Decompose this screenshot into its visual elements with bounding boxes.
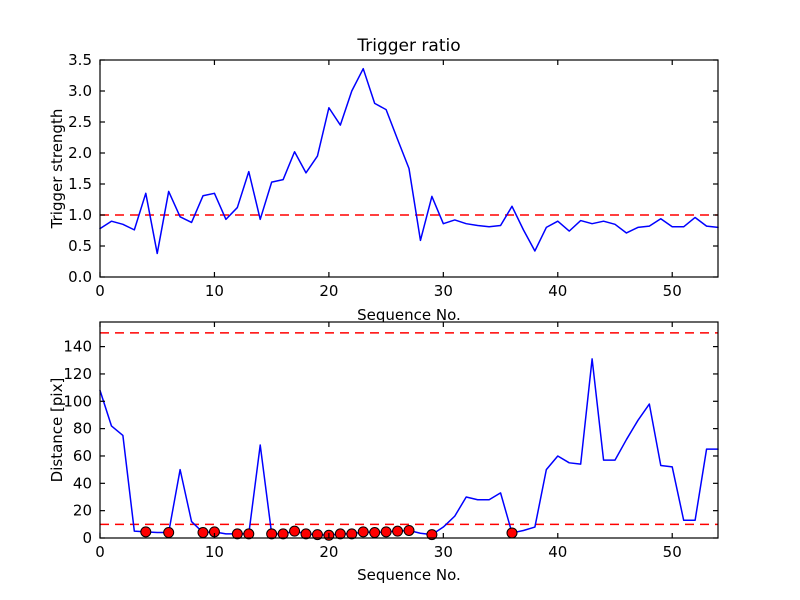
bottom-xlabel: Sequence No. bbox=[357, 566, 461, 584]
x-tick-label: 10 bbox=[205, 282, 224, 300]
axes-spines bbox=[99, 321, 719, 539]
trigger-marker bbox=[506, 527, 518, 539]
y-tick-label: 2.5 bbox=[68, 113, 92, 131]
x-tick-label: 0 bbox=[95, 543, 105, 561]
x-tick-label: 40 bbox=[548, 543, 567, 561]
trigger-marker bbox=[289, 525, 301, 537]
x-tick-label: 20 bbox=[319, 282, 338, 300]
x-tick-label: 40 bbox=[548, 282, 567, 300]
x-tick-label: 20 bbox=[319, 543, 338, 561]
trigger-marker bbox=[163, 527, 175, 539]
trigger-marker bbox=[403, 524, 415, 536]
trigger-marker bbox=[277, 528, 289, 540]
y-tick-label: 120 bbox=[63, 365, 92, 383]
trigger-marker bbox=[266, 528, 278, 540]
axes-spines bbox=[99, 59, 719, 278]
axes-bottom-plot: 0 10 20 30 40 50 0 20 40 60 80 100 120 140 bbox=[63, 321, 719, 561]
y-tick-label: 0.0 bbox=[68, 268, 92, 286]
y-tick-label: 3.0 bbox=[68, 82, 92, 100]
y-tick-label: 2.0 bbox=[68, 144, 92, 162]
trigger-marker bbox=[369, 527, 381, 539]
y-tick-label: 1.5 bbox=[68, 175, 92, 193]
x-tick-label: 10 bbox=[205, 543, 224, 561]
y-tick-label: 140 bbox=[63, 338, 92, 356]
y-tick-label: 3.5 bbox=[68, 51, 92, 69]
y-tick-label: 0.5 bbox=[68, 237, 92, 255]
axes-top-plot: 0 10 20 30 40 50 0.0 0.5 1.0 1.5 2.0 2.5 3.0 3.5 bbox=[68, 51, 719, 300]
trigger-marker bbox=[380, 526, 392, 538]
x-tick-label: 0 bbox=[95, 282, 105, 300]
y-tick-label: 80 bbox=[73, 420, 92, 438]
y-tick-label: 1.0 bbox=[68, 206, 92, 224]
trigger-marker bbox=[334, 528, 346, 540]
trigger-marker bbox=[243, 528, 255, 540]
trigger-marker bbox=[231, 528, 243, 540]
top-xlabel: Sequence No. bbox=[357, 306, 461, 324]
data-line bbox=[99, 67, 719, 255]
axes-background bbox=[100, 322, 718, 538]
bottom-ylabel: Distance [pix] bbox=[48, 378, 66, 483]
trigger-marker bbox=[140, 526, 152, 538]
trigger-marker bbox=[311, 529, 323, 541]
trigger-marker bbox=[357, 526, 369, 538]
trigger-marker bbox=[392, 525, 404, 537]
y-tick-label: 20 bbox=[73, 502, 92, 520]
x-tick-label: 50 bbox=[663, 543, 682, 561]
x-tick-label: 30 bbox=[434, 543, 453, 561]
x-tick-label: 30 bbox=[434, 282, 453, 300]
plot-title: Trigger ratio bbox=[356, 36, 460, 56]
y-tick-label: 100 bbox=[63, 392, 92, 410]
trigger-marker bbox=[197, 527, 209, 539]
y-tick-label: 0 bbox=[82, 529, 92, 547]
trigger-marker bbox=[300, 528, 312, 540]
x-tick-label: 50 bbox=[663, 282, 682, 300]
y-tick-label: 60 bbox=[73, 447, 92, 465]
trigger-marker bbox=[346, 528, 358, 540]
top-ylabel: Trigger strength bbox=[48, 109, 66, 230]
trigger-marker bbox=[426, 529, 438, 541]
y-tick-label: 40 bbox=[73, 474, 92, 492]
